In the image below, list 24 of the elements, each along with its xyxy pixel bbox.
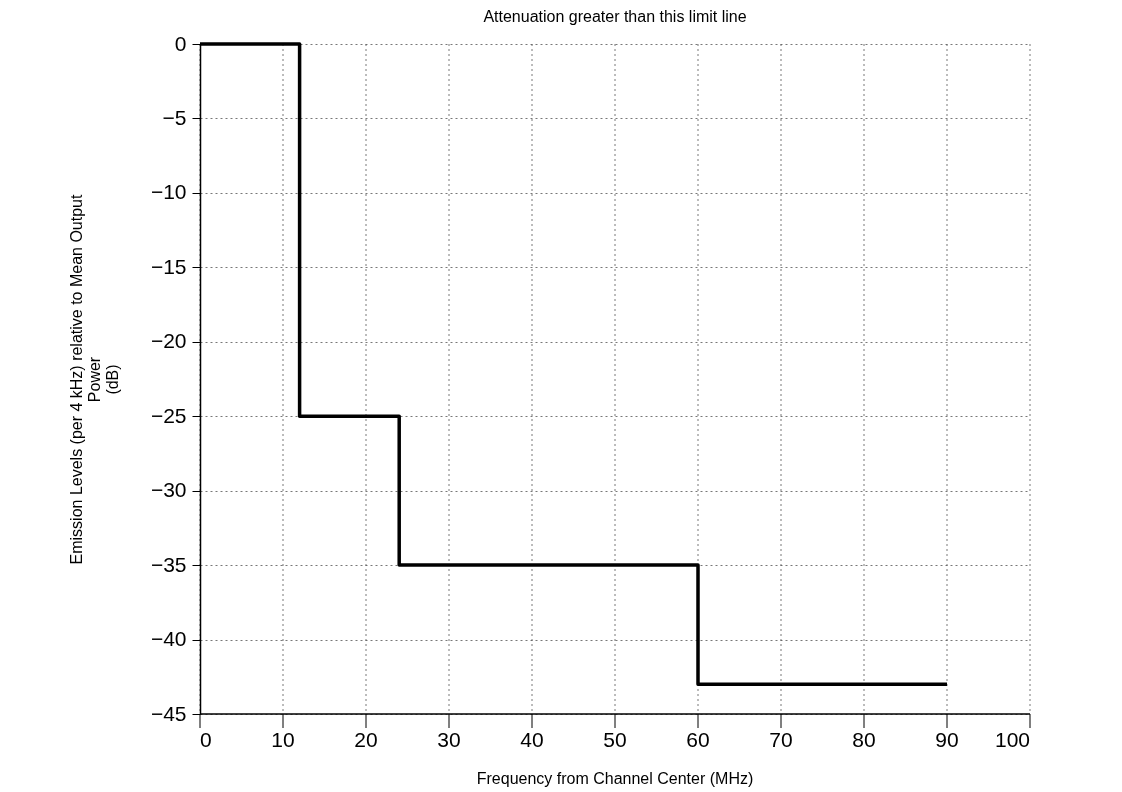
x-tick-label: 30 — [437, 728, 461, 751]
y-tick-label: −30 — [150, 478, 187, 502]
x-axis-title: Frequency from Channel Center (MHz) — [476, 770, 754, 787]
x-tick-label: 50 — [603, 728, 627, 751]
chart-title: Attenuation greater than this limit line — [483, 8, 747, 25]
y-tick-label: −5 — [162, 105, 187, 129]
y-tick-label: −35 — [150, 552, 187, 576]
y-tick-label: −15 — [150, 254, 187, 278]
y-tick-label: −45 — [150, 701, 187, 725]
y-tick-label: −40 — [150, 627, 187, 651]
x-tick-label: 60 — [686, 728, 710, 751]
x-tick-label: 90 — [935, 728, 959, 751]
x-tick-label: 0 — [200, 728, 212, 751]
y-tick-label: 0 — [174, 31, 187, 55]
y-tick-label: −10 — [150, 180, 187, 204]
y-axis-title: Emission Levels (per 4 kHz) relative to Mean Output Power (dB) — [67, 193, 121, 565]
x-tick-label: 70 — [769, 728, 793, 751]
y-tick-label: −20 — [150, 329, 187, 353]
x-tick-label: 40 — [520, 728, 544, 751]
x-tick-label: 100 — [994, 728, 1030, 751]
y-tick-label: −25 — [150, 403, 187, 427]
x-tick-label: 20 — [354, 728, 378, 751]
x-tick-label: 10 — [271, 728, 295, 751]
x-tick-label: 80 — [852, 728, 876, 751]
